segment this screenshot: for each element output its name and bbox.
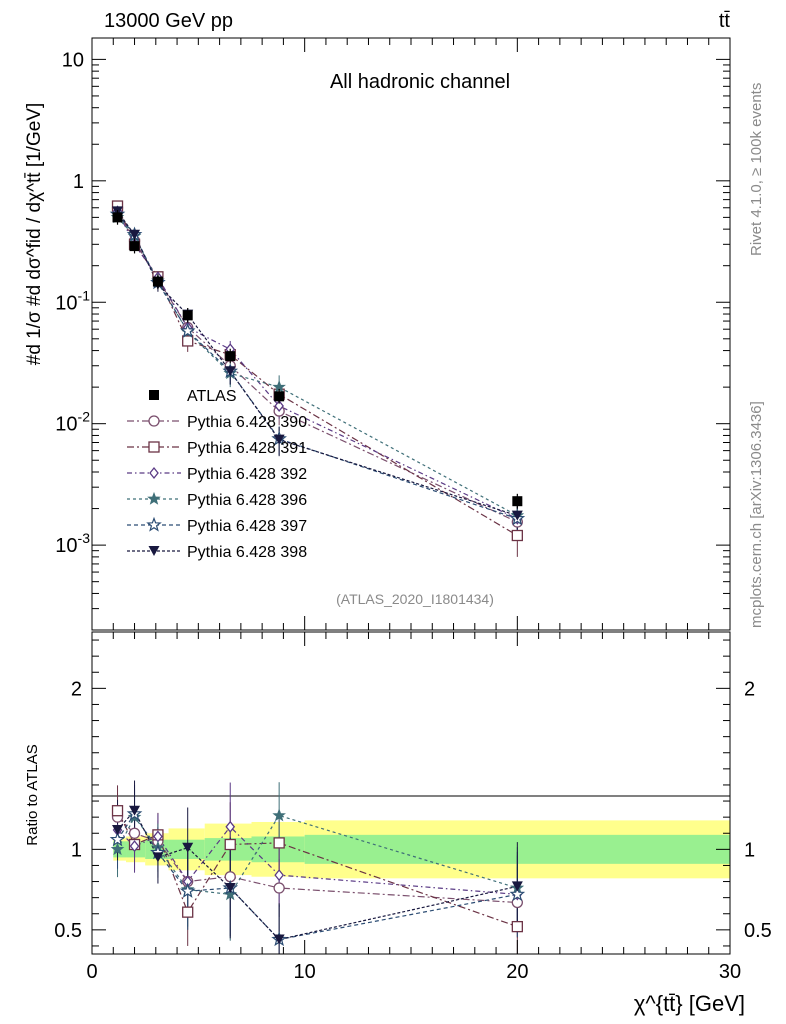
legend-label: Pythia 6.428 398	[187, 544, 307, 561]
series-point	[511, 529, 523, 542]
ratio-point	[511, 881, 523, 892]
legend-label: Pythia 6.428 396	[187, 492, 307, 509]
y-tick-label: 10-2	[55, 409, 90, 436]
data-point	[512, 496, 523, 507]
collision-label: 13000 GeV pp	[104, 10, 233, 32]
series-point	[273, 434, 285, 445]
series-point	[129, 229, 141, 240]
ratio-point	[152, 852, 164, 863]
source-label: mcplots.cern.ch [arXiv:1306.3436]	[748, 401, 765, 628]
series-line-Pythia 6.428 391	[116, 205, 518, 537]
ratio-point	[223, 887, 238, 901]
ratio-point	[129, 805, 141, 816]
ratio-y-tick-label-right: 2	[744, 678, 755, 700]
legend-marker-data	[149, 390, 159, 400]
ratio-y-tick-label-right: 1	[744, 839, 755, 861]
process-label: tt̄	[719, 10, 731, 32]
data-point	[182, 310, 193, 321]
ratio-point	[111, 805, 124, 817]
data-point	[274, 391, 285, 402]
x-tick-label: 20	[506, 961, 528, 983]
ratio-point	[272, 808, 286, 822]
ratio-y-label: Ratio to ATLAS	[24, 744, 41, 845]
x-axis-label: χ^{tt̄} [GeV]	[634, 991, 745, 1016]
y-tick-label: 10	[62, 49, 84, 71]
ratio-point	[112, 825, 124, 836]
legend-marker	[148, 415, 160, 427]
ratio-point	[110, 842, 125, 856]
ratio-point	[509, 886, 526, 902]
ratio-point	[182, 906, 194, 918]
x-tick-label: 30	[719, 961, 741, 983]
ratio-y-tick-label-right: 0.5	[744, 920, 772, 942]
ratio-point	[225, 820, 236, 833]
data-point	[152, 276, 163, 287]
ratio-panel: 0 10 20 300.5 0.51 12 2 Ratio to ATLAS χ^{tt̄}…	[24, 631, 772, 1016]
legend-marker	[146, 516, 162, 532]
ratio-point	[128, 827, 141, 839]
y-axis-label-text: #d 1/σ #d dσ^fid / dχ^tt̄ [1/GeV]	[24, 103, 45, 366]
ratio-point	[273, 882, 285, 894]
ratio-y-tick-label-left: 2	[71, 678, 82, 700]
ratio-point	[273, 837, 285, 849]
x-tick-label: 0	[86, 961, 97, 983]
ratio-point	[182, 842, 194, 853]
series-line-Pythia 6.428 390	[116, 207, 518, 523]
y-tick-label: 10-1	[55, 287, 90, 314]
y-tick-label: 1	[73, 171, 84, 193]
legend-label: Pythia 6.428 390	[187, 414, 307, 431]
main-panel: 10-3 10-2 10-1 1 10 All hadronic channel (AT…	[24, 37, 731, 631]
ratio-point	[224, 838, 236, 851]
ratio-y-tick-label-left: 1	[71, 839, 82, 861]
legend-label: Pythia 6.428 397	[187, 518, 307, 535]
series-point	[511, 510, 523, 521]
data-point	[112, 212, 123, 223]
x-tick-label: 10	[294, 961, 316, 983]
ratio-point	[109, 831, 126, 847]
data-point	[129, 241, 140, 252]
rivet-label: Rivet 4.1.0, ≥ 100k events	[748, 83, 765, 256]
series-point	[179, 322, 196, 338]
series-line-Pythia 6.428 398	[117, 211, 518, 517]
legend: ATLAS Pythia 6.428 390 Pythia 6.428 391 Pyt…	[127, 388, 307, 561]
legend-marker	[148, 441, 160, 453]
legend-label: ATLAS	[187, 388, 237, 405]
analysis-id: (ATLAS_2020_I1801434)	[336, 591, 494, 607]
series-line-Pythia 6.428 396	[117, 216, 518, 517]
ratio-point	[129, 840, 140, 853]
ratio-y-tick-label-left: 0.5	[54, 920, 82, 942]
ratio-point	[273, 934, 285, 945]
legend-marker	[147, 491, 161, 505]
y-axis-label: #d 1/σ #d dσ^fid / dχ^tt̄ [1/GeV]	[24, 103, 45, 366]
ratio-point	[511, 920, 523, 933]
chart-title: All hadronic channel	[330, 71, 510, 93]
series-point	[274, 399, 284, 412]
data-point	[225, 351, 236, 362]
legend-marker	[149, 466, 159, 480]
ratio-point	[224, 882, 236, 893]
legend-label: Pythia 6.428 392	[187, 466, 307, 483]
legend-label: Pythia 6.428 391	[187, 440, 307, 457]
legend-marker	[148, 546, 160, 556]
ratio-point	[274, 869, 284, 882]
series-point	[182, 335, 194, 347]
y-tick-label: 10-3	[55, 530, 90, 557]
series-point	[224, 366, 236, 377]
ratio-point	[179, 882, 196, 898]
